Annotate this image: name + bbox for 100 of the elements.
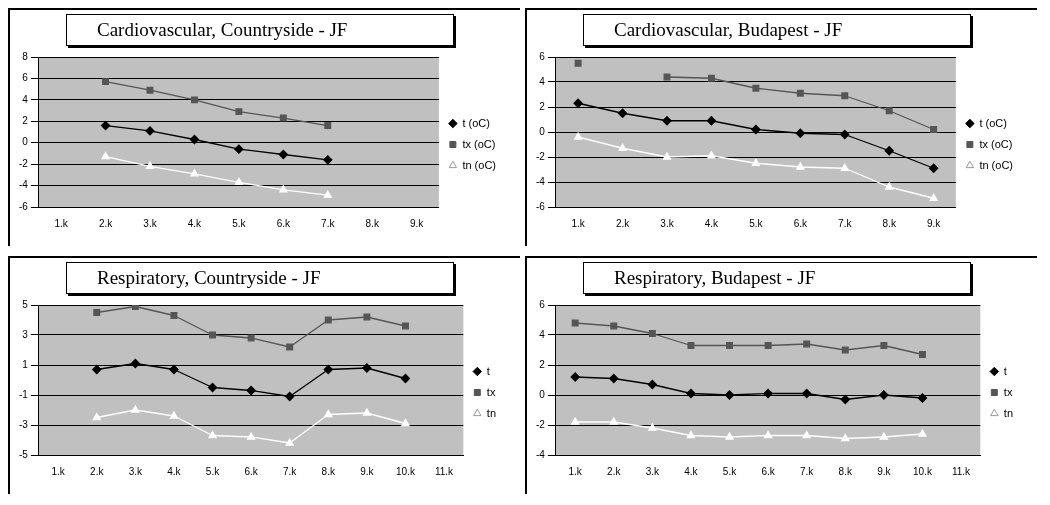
- point: [751, 158, 760, 166]
- point: [574, 132, 583, 140]
- y-tick-label: -2: [18, 157, 29, 169]
- x-tick-label: 10.k: [396, 465, 416, 477]
- y-tick-label: -3: [18, 418, 29, 430]
- point: [609, 417, 618, 425]
- point: [726, 342, 733, 349]
- y-tick-label: 2: [539, 358, 546, 370]
- point: [725, 432, 734, 440]
- point: [324, 122, 332, 130]
- y-tick-label: -6: [18, 200, 29, 212]
- point: [285, 391, 295, 402]
- y-tick-label: 0: [539, 388, 546, 400]
- x-tick-label: 7.k: [838, 217, 853, 229]
- point: [662, 116, 672, 126]
- x-tick-label: 11.k: [434, 465, 455, 477]
- point: [285, 438, 294, 446]
- x-tick-label: 5.k: [722, 465, 738, 477]
- point: [190, 169, 199, 177]
- point: [246, 385, 256, 396]
- legend-label: tn: [486, 406, 497, 419]
- x-tick-label: 1.k: [51, 465, 66, 477]
- point: [102, 78, 110, 86]
- point: [648, 423, 657, 431]
- y-tick-label: 4: [539, 328, 546, 340]
- point: [687, 342, 695, 349]
- point: [796, 162, 805, 170]
- x-tick-label: 5.k: [205, 465, 221, 477]
- y-tick-label: -2: [535, 418, 546, 430]
- x-tick-label: 6.k: [276, 217, 291, 229]
- point: [247, 432, 256, 440]
- legend-label: t (oC): [979, 116, 1007, 129]
- chart-title: Respiratory, Countryside - JF: [66, 262, 454, 294]
- point: [840, 163, 849, 171]
- point: [101, 151, 110, 160]
- x-tick-label: 3.k: [143, 217, 158, 229]
- x-tick-label: 9.k: [360, 465, 375, 477]
- y-tick-label: 6: [22, 72, 29, 84]
- y-tick-label: 5: [22, 298, 29, 310]
- point: [571, 417, 580, 425]
- point: [573, 98, 583, 108]
- point: [609, 373, 619, 384]
- chart-title: Cardiovascular, Budapest - JF: [583, 14, 971, 46]
- point: [574, 59, 582, 67]
- point: [324, 409, 333, 418]
- y-tick-label: 6: [539, 298, 546, 310]
- chart-title: Respiratory, Budapest - JF: [583, 262, 971, 294]
- x-tick-label: 2.k: [90, 465, 105, 477]
- point: [92, 364, 102, 375]
- y-tick-label: 8: [22, 50, 29, 62]
- x-tick-label: 9.k: [877, 465, 892, 477]
- x-tick-label: 1.k: [571, 217, 586, 229]
- y-tick-label: -4: [535, 448, 546, 460]
- point: [929, 193, 938, 201]
- legend-label: tx (oC): [979, 137, 1013, 150]
- point: [279, 114, 287, 122]
- point: [763, 388, 773, 399]
- point: [362, 363, 372, 373]
- point: [279, 185, 288, 193]
- point: [570, 372, 580, 382]
- point: [618, 143, 627, 151]
- x-tick-label: 7.k: [800, 465, 815, 477]
- point: [764, 430, 773, 439]
- x-tick-label: 9.k: [926, 217, 942, 229]
- y-tick-label: 4: [22, 93, 29, 105]
- point: [879, 390, 889, 400]
- chart-title: Cardiovascular, Countryside - JF: [66, 14, 454, 46]
- x-tick-label: 7.k: [321, 217, 336, 229]
- x-tick-label: 4.k: [704, 217, 720, 229]
- y-tick-label: 3: [22, 328, 29, 340]
- x-tick-label: 1.k: [54, 217, 69, 229]
- point: [100, 120, 111, 131]
- x-tick-label: 8.k: [321, 465, 336, 477]
- point: [647, 379, 657, 390]
- point: [131, 405, 140, 413]
- x-tick-label: 4.k: [684, 465, 699, 477]
- y-tick-label: -4: [18, 179, 29, 191]
- x-tick-label: 8.k: [882, 217, 897, 229]
- y-tick-label: 2: [22, 115, 29, 127]
- x-tick-label: 2.k: [98, 217, 114, 229]
- point: [235, 108, 243, 116]
- point: [917, 393, 928, 403]
- x-tick-label: 10.k: [913, 465, 933, 477]
- point: [617, 108, 628, 118]
- point: [706, 116, 717, 126]
- x-tick-label: 5.k: [749, 217, 764, 229]
- point: [190, 96, 198, 104]
- x-tick-label: 4.k: [167, 465, 182, 477]
- point: [145, 161, 155, 169]
- point: [840, 394, 850, 405]
- legend-label: tn: [1003, 406, 1014, 419]
- x-tick-label: 3.k: [660, 217, 675, 229]
- legend-label: tx (oC): [462, 137, 496, 150]
- x-tick-label: 8.k: [365, 217, 380, 229]
- point: [918, 351, 926, 358]
- x-tick-label: 6.k: [761, 465, 776, 477]
- x-tick-label: 5.k: [232, 217, 247, 229]
- point: [662, 152, 672, 160]
- point: [752, 84, 760, 92]
- point: [724, 390, 735, 400]
